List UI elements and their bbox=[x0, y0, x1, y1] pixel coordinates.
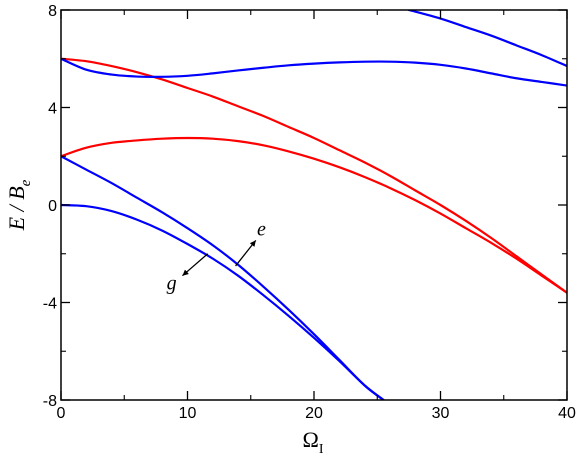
annotation-label-e: e bbox=[257, 218, 266, 240]
y-tick-label: -4 bbox=[43, 296, 57, 313]
series-line-1 bbox=[61, 203, 385, 400]
x-axis-title-main: Ω bbox=[302, 427, 318, 452]
x-tick-label: 10 bbox=[179, 405, 197, 422]
plot-frame bbox=[60, 9, 568, 401]
annotation-arrow-g bbox=[182, 253, 209, 277]
series-line-3 bbox=[61, 136, 567, 294]
y-axis-title-main: E / B bbox=[4, 186, 29, 231]
series-line-5 bbox=[61, 57, 567, 87]
x-tick-label: 0 bbox=[57, 405, 66, 422]
x-axis-title: ΩI bbox=[302, 427, 323, 457]
y-axis-title-sub: e bbox=[18, 179, 34, 186]
annotation-arrow-e bbox=[235, 239, 257, 267]
x-tick-label: 20 bbox=[305, 405, 323, 422]
y-axis-title: E / Be bbox=[4, 179, 34, 231]
series-line-6 bbox=[407, 10, 567, 68]
x-tick-label: 40 bbox=[558, 405, 576, 422]
y-tick-label: 8 bbox=[48, 3, 57, 20]
series-layer bbox=[61, 10, 567, 400]
y-tick-label: -8 bbox=[43, 393, 57, 410]
y-tick-label: 4 bbox=[48, 101, 57, 118]
x-axis-title-sub: I bbox=[319, 442, 324, 457]
axes-layer: 0 10 20 30 40 -8 -4 0 4 8 bbox=[43, 3, 576, 422]
x-tick-label: 30 bbox=[432, 405, 450, 422]
y-tick-label: 0 bbox=[48, 198, 57, 215]
series-line-4 bbox=[61, 57, 567, 294]
annotation-label-g: g bbox=[167, 273, 177, 295]
annotation-layer: eg bbox=[167, 218, 266, 294]
series-line-2 bbox=[61, 155, 385, 400]
